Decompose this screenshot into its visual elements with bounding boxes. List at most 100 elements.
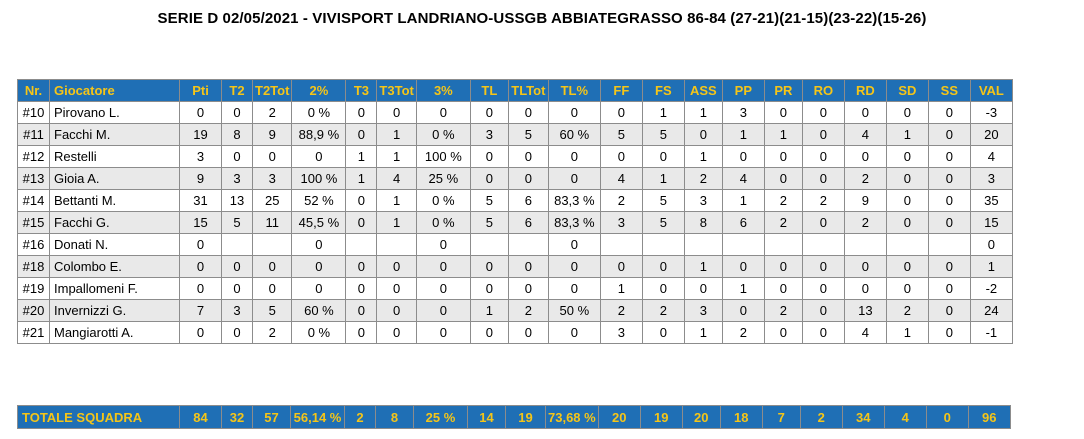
cell-t2tot: 5 [251,299,293,322]
totals-table: TOTALE SQUADRA 84 32 57 56,14 % 2 8 25 % 14 19 73,… [17,405,1011,429]
column-header-t2tot: T2Tot [251,79,293,102]
cell-val: 4 [969,145,1013,168]
cell-pr: 1 [763,123,803,146]
cell-ff [599,233,643,256]
totals-label: TOTALE SQUADRA [17,405,180,429]
cell-t3: 0 [345,211,378,234]
cell-sd: 0 [885,277,929,300]
table-row: #19 Impallomeni F. 0 0 0 0 0 0 0 0 0 0 1 0 0 1 0 0 0 0 0 -2 [17,277,1013,300]
cell-pti: 9 [179,167,222,190]
cell-ff: 2 [599,189,643,212]
cell-ro: 0 [801,167,845,190]
column-header-t3tot: T3Tot [376,79,417,102]
total-cell-ff: 20 [597,405,641,429]
cell-tl [469,233,509,256]
cell-2pct: 0 [291,277,347,300]
cell-t2tot: 3 [251,167,293,190]
cell-sd: 0 [885,211,929,234]
cell-val: 15 [969,211,1013,234]
cell-rd: 0 [843,255,887,278]
cell-ss: 0 [927,277,971,300]
total-cell-2pct: 56,14 % [290,405,345,429]
table-row: #14 Bettanti M. 31 13 25 52 % 0 1 0 % 5 6 83,3 % 2 5 3… [17,189,1013,212]
column-header-giocatore: Giocatore [49,79,180,102]
cell-pr: 0 [763,321,803,344]
cell-t3: 0 [345,123,378,146]
total-cell-tl: 14 [467,405,506,429]
cell-t2: 3 [221,299,253,322]
cell-2pct: 52 % [291,189,347,212]
cell-ff: 0 [599,101,643,124]
cell-fs: 1 [641,167,685,190]
cell-pti: 19 [179,123,222,146]
cell-ff: 0 [599,145,643,168]
cell-ass [683,233,723,256]
table-row: #13 Gioia A. 9 3 3 100 % 1 4 25 % 0 0 0 4 1 2 4 0 0 2 0 0 3 [17,167,1013,190]
cell-3pct: 25 % [415,167,471,190]
column-header-nr: Nr. [17,79,50,102]
cell-fs: 0 [641,255,685,278]
cell-rd: 4 [843,123,887,146]
cell-pp: 1 [721,123,765,146]
cell-pti: 0 [179,277,222,300]
cell-t2tot: 2 [251,321,293,344]
cell-t2tot: 0 [251,255,293,278]
cell-nr: #11 [17,123,50,146]
cell-pp: 0 [721,145,765,168]
cell-pp: 1 [721,277,765,300]
cell-pp [721,233,765,256]
cell-3pct: 0 [415,233,471,256]
cell-tl: 0 [469,145,509,168]
cell-ss: 0 [927,255,971,278]
cell-t3: 0 [345,299,378,322]
cell-tl: 3 [469,123,509,146]
cell-ro: 2 [801,189,845,212]
cell-nr: #18 [17,255,50,278]
cell-sd: 1 [885,123,929,146]
cell-ro: 0 [801,101,845,124]
cell-tlpct: 0 [547,145,601,168]
cell-3pct: 0 [415,277,471,300]
cell-t3: 0 [345,321,378,344]
total-cell-t2: 32 [221,405,253,429]
column-header-rd: RD [843,79,887,102]
cell-ss: 0 [927,101,971,124]
cell-pti: 31 [179,189,222,212]
cell-val: 1 [969,255,1013,278]
cell-t2: 8 [221,123,253,146]
cell-rd: 0 [843,145,887,168]
cell-pr: 0 [763,167,803,190]
cell-nr: #10 [17,101,50,124]
cell-3pct: 100 % [415,145,471,168]
cell-t2tot [251,233,293,256]
column-header-pr: PR [763,79,803,102]
cell-2pct: 0 % [291,321,347,344]
cell-pr: 0 [763,145,803,168]
cell-nr: #20 [17,299,50,322]
cell-2pct: 60 % [291,299,347,322]
column-header-ro: RO [801,79,845,102]
cell-t2: 0 [221,145,253,168]
cell-ss: 0 [927,123,971,146]
cell-tlpct: 0 [547,167,601,190]
cell-val: 0 [969,233,1013,256]
cell-val: -3 [969,101,1013,124]
cell-ass: 1 [683,255,723,278]
cell-giocatore: Facchi G. [49,211,180,234]
cell-tl: 0 [469,321,509,344]
cell-sd: 0 [885,145,929,168]
cell-ass: 3 [683,299,723,322]
cell-t2tot: 9 [251,123,293,146]
cell-ss: 0 [927,145,971,168]
cell-pr: 0 [763,255,803,278]
table-row: #21 Mangiarotti A. 0 0 2 0 % 0 0 0 0 0 0 3 0 1 2 0 0 4 1 0 -1 [17,321,1013,344]
cell-3pct: 0 % [415,211,471,234]
cell-pr: 0 [763,101,803,124]
cell-ass: 2 [683,167,723,190]
cell-giocatore: Bettanti M. [49,189,180,212]
cell-val: 24 [969,299,1013,322]
cell-t3tot: 1 [376,189,417,212]
cell-sd: 0 [885,167,929,190]
cell-t3tot: 0 [376,321,417,344]
cell-3pct: 0 [415,299,471,322]
